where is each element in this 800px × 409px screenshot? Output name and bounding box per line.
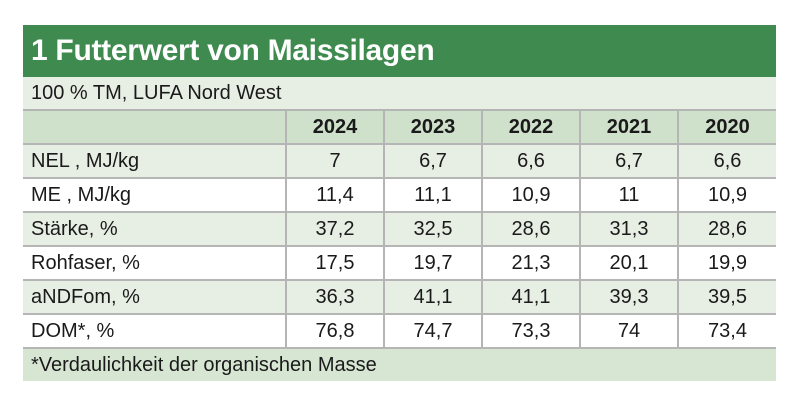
table-cell: 10,9 <box>677 178 776 213</box>
table-cell: 19,7 <box>383 246 482 281</box>
table-cell: 20,1 <box>579 246 678 281</box>
table-figure: 1 Futterwert von Maissilagen 100 % TM, L… <box>23 25 776 381</box>
table-subtitle: 100 % TM, LUFA Nord West <box>23 77 776 109</box>
table-cell: 32,5 <box>383 212 482 247</box>
table-cell: 73,4 <box>677 314 776 349</box>
table-cell: 11,1 <box>383 178 482 213</box>
table-cell: 28,6 <box>481 212 580 247</box>
table-cell: 6,6 <box>481 144 580 179</box>
table-cell: 11,4 <box>285 178 384 213</box>
table-cell: 10,9 <box>481 178 580 213</box>
table-row: Stärke, % 37,2 32,5 28,6 31,3 28,6 <box>23 212 776 247</box>
table-row: NEL , MJ/kg 7 6,7 6,6 6,7 6,6 <box>23 144 776 179</box>
table-cell: 11 <box>579 178 678 213</box>
row-label: DOM*, % <box>23 314 286 349</box>
row-label: Stärke, % <box>23 212 286 247</box>
table-cell: 39,3 <box>579 280 678 315</box>
table-cell: 73,3 <box>481 314 580 349</box>
header-row: 2024 2023 2022 2021 2020 <box>23 109 776 145</box>
row-label: ME , MJ/kg <box>23 178 286 213</box>
table-cell: 41,1 <box>383 280 482 315</box>
table-cell: 74 <box>579 314 678 349</box>
table-cell: 6,6 <box>677 144 776 179</box>
table-cell: 36,3 <box>285 280 384 315</box>
table-cell: 19,9 <box>677 246 776 281</box>
table-cell: 7 <box>285 144 384 179</box>
table-cell: 17,5 <box>285 246 384 281</box>
header-cell-year: 2020 <box>677 109 776 145</box>
feed-value-table: 2024 2023 2022 2021 2020 NEL , MJ/kg 7 6… <box>23 109 776 349</box>
table-cell: 41,1 <box>481 280 580 315</box>
header-cell-year: 2021 <box>579 109 678 145</box>
table-footnote: *Verdaulichkeit der organischen Masse <box>23 349 776 381</box>
row-label: NEL , MJ/kg <box>23 144 286 179</box>
header-cell-year: 2024 <box>285 109 384 145</box>
table-cell: 76,8 <box>285 314 384 349</box>
table-cell: 28,6 <box>677 212 776 247</box>
table-row: Rohfaser, % 17,5 19,7 21,3 20,1 19,9 <box>23 246 776 281</box>
table-cell: 74,7 <box>383 314 482 349</box>
table-cell: 6,7 <box>383 144 482 179</box>
table-row: DOM*, % 76,8 74,7 73,3 74 73,4 <box>23 314 776 349</box>
row-label: Rohfaser, % <box>23 246 286 281</box>
table-row: aNDFom, % 36,3 41,1 41,1 39,3 39,5 <box>23 280 776 315</box>
table-cell: 6,7 <box>579 144 678 179</box>
table-cell: 37,2 <box>285 212 384 247</box>
header-cell-year: 2022 <box>481 109 580 145</box>
table-cell: 39,5 <box>677 280 776 315</box>
header-cell-year: 2023 <box>383 109 482 145</box>
row-label: aNDFom, % <box>23 280 286 315</box>
table-cell: 31,3 <box>579 212 678 247</box>
table-row: ME , MJ/kg 11,4 11,1 10,9 11 10,9 <box>23 178 776 213</box>
table-title: 1 Futterwert von Maissilagen <box>23 25 776 77</box>
table-cell: 21,3 <box>481 246 580 281</box>
header-cell-label <box>23 109 286 145</box>
